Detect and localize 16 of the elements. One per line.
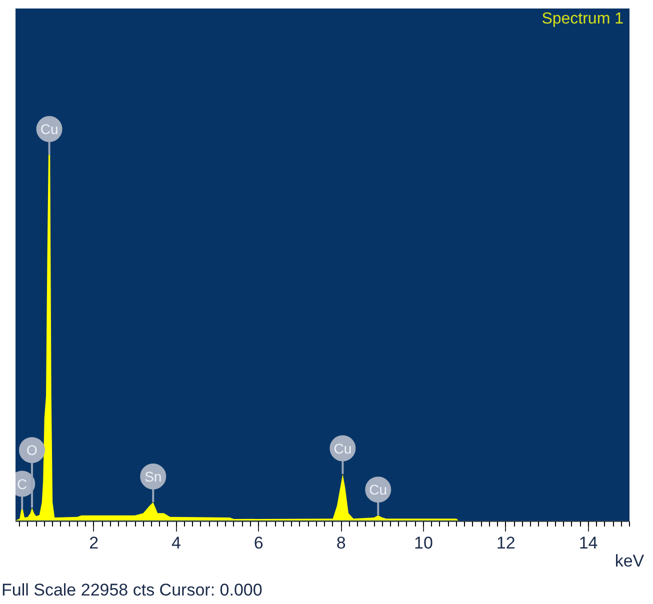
annotation: C bbox=[17, 476, 28, 492]
annotation: Cu bbox=[369, 482, 388, 498]
x-tick-label: 10 bbox=[414, 534, 433, 552]
chart-title: Spectrum 1 bbox=[542, 10, 624, 28]
x-tick-label: 4 bbox=[171, 534, 181, 552]
annotation: Cu bbox=[334, 440, 352, 456]
x-tick-label: 14 bbox=[578, 534, 598, 552]
x-tick-label: 8 bbox=[336, 534, 346, 552]
x-axis-title: keV bbox=[614, 552, 645, 570]
annotation: Cu bbox=[40, 121, 58, 138]
annotation: O bbox=[26, 442, 38, 458]
x-tick-label: 12 bbox=[496, 534, 516, 552]
annotation: Sn bbox=[144, 468, 162, 484]
x-tick-label: 2 bbox=[89, 534, 99, 552]
text: Full Scale 22958 cts Cursor: 0.000 bbox=[2, 580, 262, 600]
x-tick-label: 6 bbox=[254, 534, 264, 552]
